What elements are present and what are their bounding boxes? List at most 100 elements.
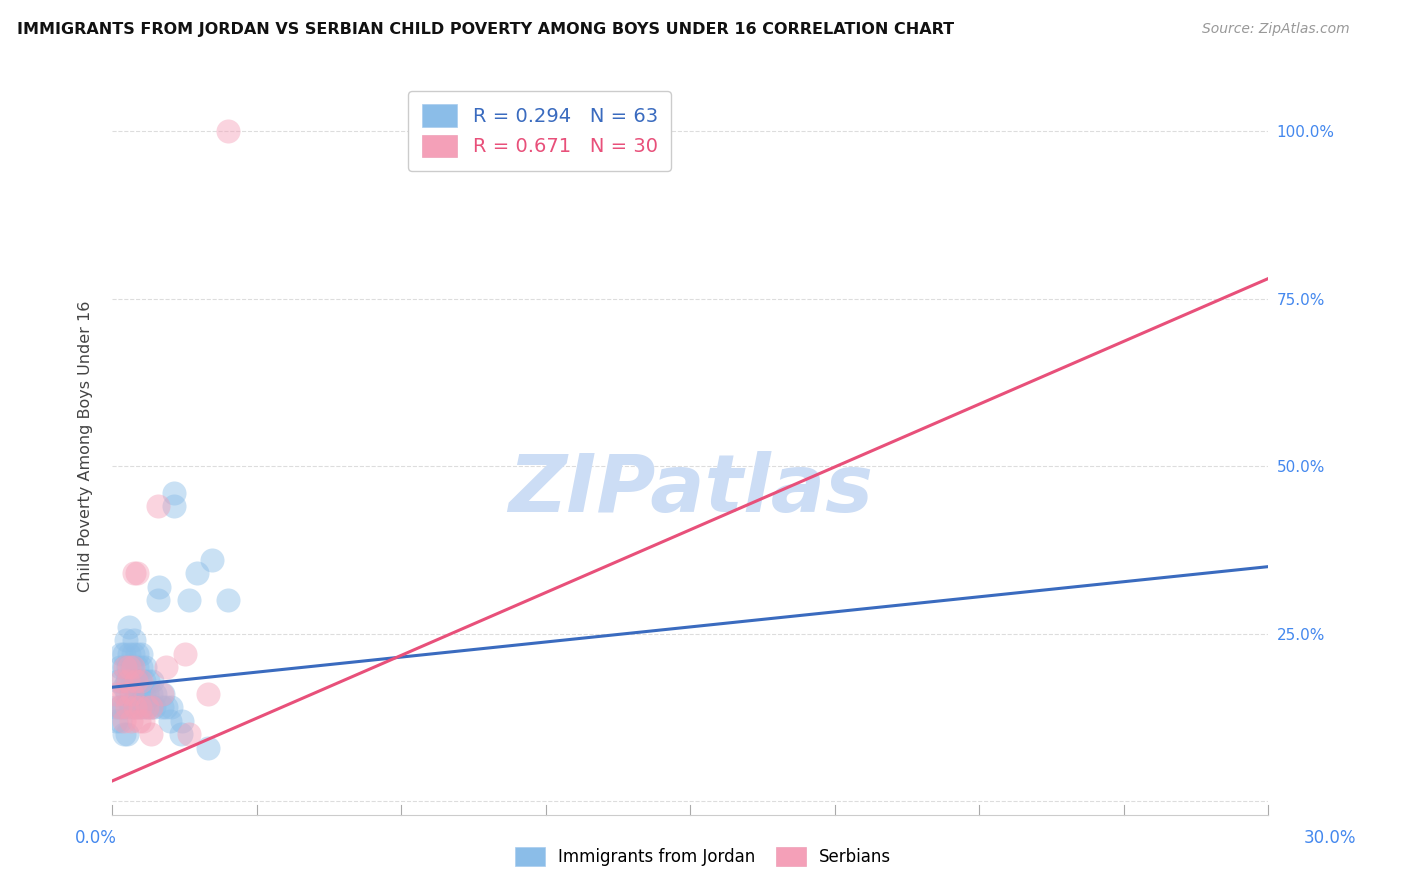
Point (128, 714, 150, 728)
Point (179, 593, 201, 607)
Text: Source: ZipAtlas.com: Source: ZipAtlas.com (1202, 22, 1350, 37)
Point (118, 660, 141, 674)
Point (114, 633, 136, 648)
Point (163, 486, 186, 500)
Point (201, 553, 224, 567)
Point (125, 673, 148, 688)
Point (110, 673, 132, 688)
Point (125, 647, 148, 661)
Point (112, 700, 135, 714)
Point (217, 124, 239, 138)
Point (125, 687, 148, 701)
Point (135, 700, 157, 714)
Point (122, 633, 145, 648)
Point (107, 673, 129, 688)
Point (174, 647, 197, 661)
Point (125, 660, 148, 674)
Point (155, 700, 177, 714)
Point (104, 687, 127, 701)
Point (159, 714, 181, 728)
Point (124, 700, 146, 714)
Point (217, 593, 239, 607)
Point (112, 680, 135, 694)
Point (112, 687, 135, 701)
Point (120, 687, 142, 701)
Point (129, 673, 152, 688)
Point (134, 660, 156, 674)
Point (143, 700, 166, 714)
Point (155, 660, 177, 674)
Point (124, 700, 146, 714)
Point (112, 727, 135, 741)
Point (135, 700, 157, 714)
Point (110, 647, 132, 661)
Point (125, 673, 148, 688)
Point (159, 700, 181, 714)
Point (117, 673, 139, 688)
Point (152, 687, 174, 701)
Point (136, 673, 159, 688)
Point (118, 620, 141, 634)
Point (122, 647, 145, 661)
Point (128, 700, 150, 714)
Point (120, 714, 142, 728)
Legend: R = 0.294   N = 63, R = 0.671   N = 30: R = 0.294 N = 63, R = 0.671 N = 30 (408, 91, 671, 170)
Point (163, 500, 186, 514)
Point (108, 660, 131, 674)
Point (132, 714, 155, 728)
Point (143, 687, 166, 701)
Point (134, 673, 156, 688)
Point (148, 580, 170, 594)
Text: 30.0%: 30.0% (1303, 829, 1357, 847)
Point (179, 727, 201, 741)
Point (141, 673, 163, 688)
Point (128, 687, 150, 701)
Point (172, 714, 194, 728)
Point (104, 714, 127, 728)
Point (139, 727, 162, 741)
Point (117, 727, 139, 741)
Point (112, 647, 135, 661)
Point (136, 687, 159, 701)
Point (120, 700, 142, 714)
Point (170, 727, 193, 741)
Point (104, 700, 127, 714)
Point (108, 700, 131, 714)
Point (121, 687, 143, 701)
Point (132, 687, 155, 701)
Point (117, 700, 139, 714)
Point (118, 647, 141, 661)
Text: IMMIGRANTS FROM JORDAN VS SERBIAN CHILD POVERTY AMONG BOYS UNDER 16 CORRELATION : IMMIGRANTS FROM JORDAN VS SERBIAN CHILD … (17, 22, 955, 37)
Point (148, 500, 170, 514)
Point (112, 714, 135, 728)
Y-axis label: Child Poverty Among Boys Under 16: Child Poverty Among Boys Under 16 (79, 301, 93, 591)
Point (117, 660, 139, 674)
Point (186, 566, 208, 581)
Point (117, 687, 139, 701)
Point (108, 700, 131, 714)
Point (121, 660, 143, 674)
Point (148, 593, 170, 607)
Text: ZIPatlas: ZIPatlas (508, 451, 873, 529)
Point (141, 687, 163, 701)
Point (139, 700, 162, 714)
Point (150, 700, 173, 714)
Point (141, 700, 163, 714)
Point (129, 660, 152, 674)
Point (121, 673, 143, 688)
Point (129, 673, 152, 688)
Point (125, 566, 148, 581)
Point (122, 566, 145, 581)
Point (108, 714, 131, 728)
Point (197, 687, 219, 701)
Point (150, 687, 173, 701)
Point (112, 660, 135, 674)
Point (117, 673, 139, 688)
Point (128, 700, 150, 714)
Point (114, 660, 136, 674)
Point (197, 740, 219, 755)
Legend: Immigrants from Jordan, Serbians: Immigrants from Jordan, Serbians (509, 840, 897, 873)
Point (121, 660, 143, 674)
Text: 0.0%: 0.0% (75, 829, 117, 847)
Point (129, 647, 152, 661)
